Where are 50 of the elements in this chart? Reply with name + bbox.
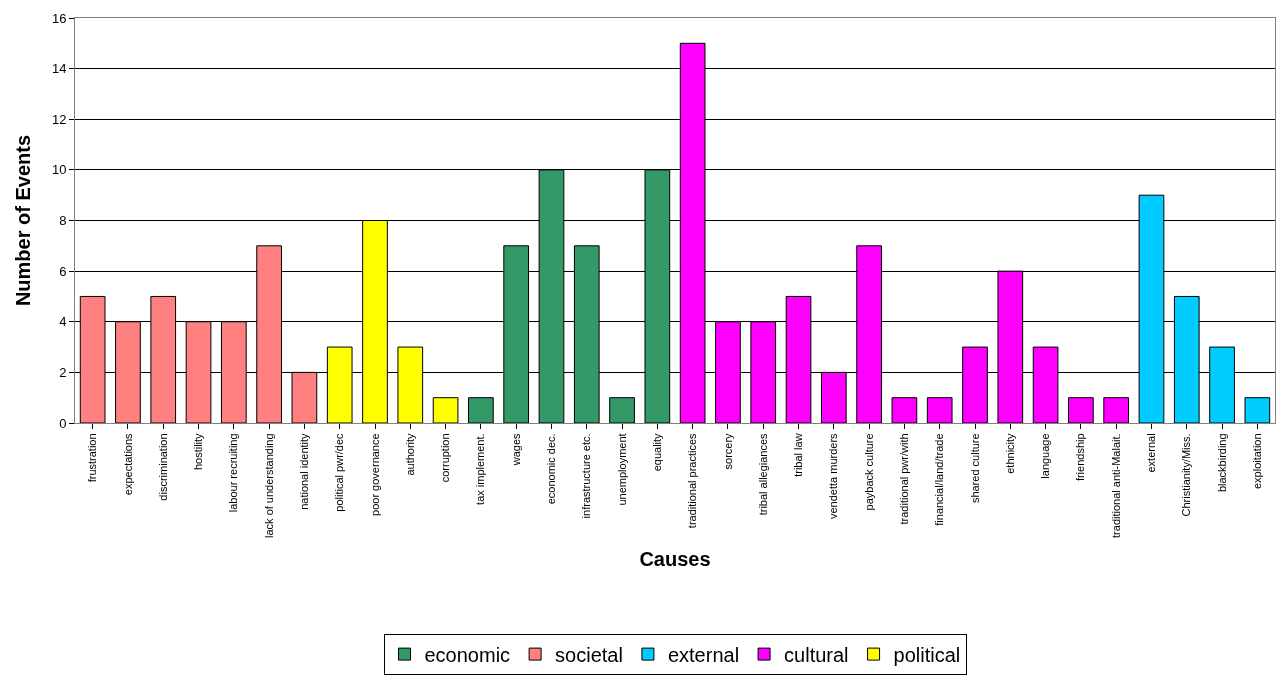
x-tick-label: poor governance [368, 433, 381, 516]
x-tick-label: shared culture [968, 433, 981, 504]
legend-label: political [893, 643, 961, 666]
x-tick-label: traditional pwr/with [897, 433, 910, 525]
x-tick-label: blackbirding [1215, 433, 1228, 493]
y-tick-label: 14 [51, 61, 67, 77]
y-tick-label: 8 [59, 213, 67, 229]
x-tick-label: wages [509, 432, 522, 467]
legend-label: external [667, 643, 740, 666]
x-tick-label: exploitation [1250, 433, 1263, 490]
x-tick-label: traditional practices [686, 432, 699, 529]
x-tick-label: tribal law [792, 433, 805, 477]
x-tick-label: hostility [192, 432, 205, 471]
y-tick-label: 0 [59, 415, 67, 431]
x-tick-label: friendship [1074, 433, 1087, 482]
x-tick-label: language [1039, 433, 1052, 479]
x-tick-label: discrimination [156, 433, 169, 501]
x-tick-label: equality [650, 432, 663, 472]
x-tick-label: unemployment [615, 433, 628, 506]
x-tick-label: political pwr/dec [333, 432, 346, 512]
y-tick-label: 4 [59, 314, 67, 330]
legend-label: societal [555, 643, 623, 666]
y-tick-label: 16 [51, 10, 67, 26]
x-tick-label: traditional anti-Malait. [1109, 433, 1122, 538]
y-tick-label: 6 [59, 263, 67, 279]
x-tick-label: expectations [121, 432, 134, 496]
x-tick-label: vendetta murders [827, 432, 840, 520]
x-tick-label: payback culture [862, 433, 875, 511]
legend-label: cultural [784, 643, 849, 666]
y-axis-title: Number of Events [12, 134, 35, 307]
x-tick-label: authority [403, 432, 416, 476]
x-tick-label: sorcery [721, 432, 734, 470]
x-tick-label: labour recruiting [227, 433, 240, 513]
x-tick-label: Christianity/Miss. [1180, 433, 1193, 517]
x-tick-label: ethnicity [1003, 432, 1016, 474]
y-tick-label: 12 [51, 111, 67, 127]
x-tick-label: economic dec. [545, 433, 558, 505]
x-tick-label: tax implement. [474, 433, 487, 505]
legend-label: economic [424, 643, 511, 666]
y-tick-label: 10 [51, 162, 67, 178]
x-tick-label: financial/land/trade [933, 433, 946, 526]
x-tick-label: infrastructure etc. [580, 433, 593, 519]
x-tick-label: national identity [297, 432, 310, 510]
x-tick-label: tribal allegiances [756, 432, 769, 516]
x-tick-label: lack of understanding [262, 433, 275, 538]
x-tick-label: frustration [86, 433, 99, 483]
y-tick-label: 2 [59, 364, 67, 380]
x-tick-label: external [1145, 433, 1158, 473]
x-axis-title: Causes [639, 548, 711, 571]
x-tick-label: corruption [439, 433, 452, 483]
